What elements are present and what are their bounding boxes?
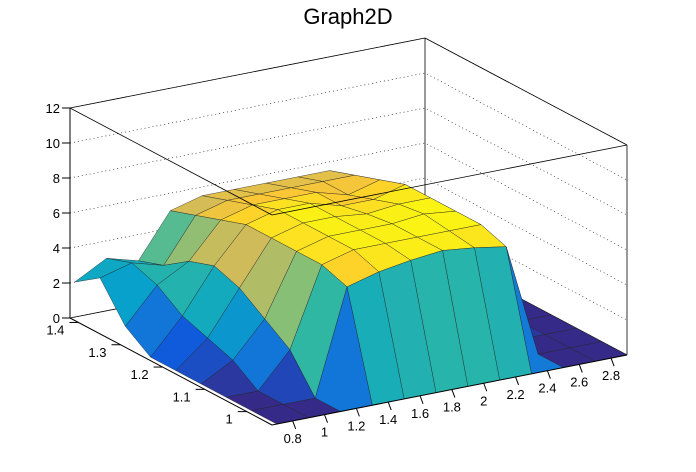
x-tick xyxy=(483,383,488,392)
y-tick-label: 1.2 xyxy=(131,367,149,382)
z-tick-label: 0 xyxy=(53,311,60,326)
box-edge xyxy=(69,37,426,109)
x-tick-label: 1 xyxy=(321,425,328,440)
x-tick xyxy=(451,389,456,398)
x-axis xyxy=(271,354,628,426)
x-tick-label: 1.2 xyxy=(347,418,365,433)
x-tick-label: 2 xyxy=(480,393,487,408)
x-tick-label: 1.6 xyxy=(411,406,429,421)
x-tick-label: 1.4 xyxy=(379,412,397,427)
box-edge xyxy=(69,107,273,216)
x-tick xyxy=(515,376,520,386)
z-tick-label: 2 xyxy=(53,276,60,291)
x-tick-label: 2.2 xyxy=(507,387,525,402)
box-edge xyxy=(271,144,628,216)
x-tick-label: 1.8 xyxy=(443,400,461,415)
z-tick-label: 12 xyxy=(46,101,60,116)
x-tick xyxy=(324,414,329,423)
x-tick-label: 2.4 xyxy=(538,381,556,396)
grid-line xyxy=(69,107,628,216)
y-tick-label: 1.3 xyxy=(88,345,106,360)
z-tick-label: 8 xyxy=(53,171,60,186)
grid-line xyxy=(69,72,628,181)
x-tick xyxy=(546,370,551,379)
z-tick-label: 6 xyxy=(53,206,60,221)
grid-line xyxy=(69,142,628,251)
y-axis xyxy=(69,317,273,426)
chart-title: Graph2D xyxy=(303,4,392,29)
y-tick-label: 1.1 xyxy=(173,389,191,404)
box-edge xyxy=(424,37,628,146)
x-tick-label: 2.8 xyxy=(602,368,620,383)
x-tick xyxy=(387,401,392,411)
x-tick xyxy=(355,408,360,417)
z-tick-label: 10 xyxy=(46,136,60,151)
y-tick-label: 1.4 xyxy=(46,322,64,337)
x-tick-label: 0.8 xyxy=(284,431,302,446)
z-tick-label: 4 xyxy=(53,241,60,256)
y-tick-label: 1 xyxy=(226,412,233,427)
x-tick xyxy=(610,357,615,367)
x-tick xyxy=(419,395,424,404)
x-tick xyxy=(578,364,583,373)
x-tick xyxy=(292,420,297,430)
x-tick-label: 2.6 xyxy=(570,374,588,389)
